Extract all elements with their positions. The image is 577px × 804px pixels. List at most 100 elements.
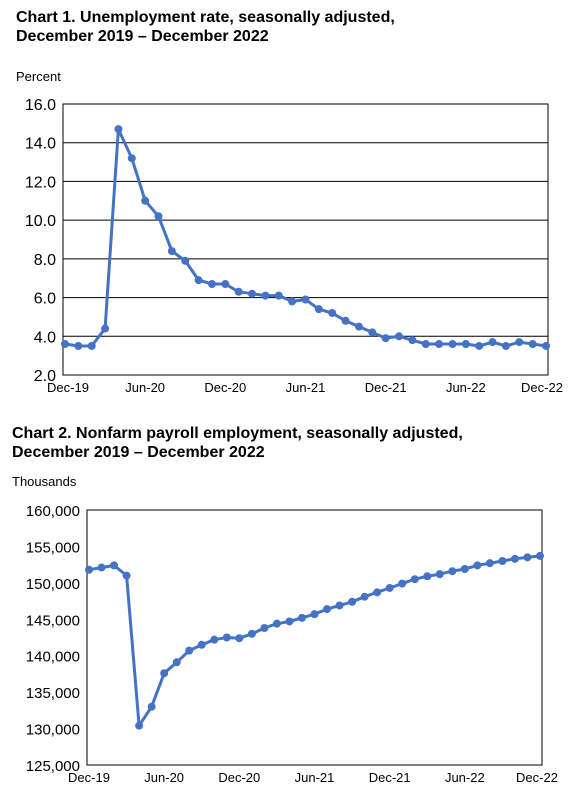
chart2-x-tick-label: Dec-19 [68,770,110,785]
chart1-data-point [501,341,510,350]
chart2-data-point [498,557,507,565]
chart1-y-tick-label: 10.0 [25,213,56,230]
chart2-series-line [88,554,541,728]
chart2-x-tick-label: Jun-22 [445,770,485,785]
chart2-data-point [510,554,519,563]
chart2-data-point [360,592,369,601]
chart1-data-point [301,295,310,304]
chart1-data-point [74,341,83,350]
chart2-x-tick-label: Jun-20 [144,770,184,785]
chart1-data-point [221,280,230,289]
chart2-data-point [348,597,357,606]
chart1-data-point [314,305,323,314]
chart1-data-point [515,338,524,347]
chart1-data-point [167,247,176,256]
chart2-data-point [473,561,482,570]
chart2-data-point [97,563,106,572]
chart1-data-point [261,291,270,300]
chart2-y-tick-label: 155,000 [26,539,80,556]
chart1-data-point [408,336,417,345]
chart1-title: Chart 1. Unemployment rate, seasonally a… [16,8,395,46]
chart2-data-point [210,635,219,644]
chart2-data-point [135,721,144,730]
chart1-y-tick-label: 6.0 [34,291,56,308]
chart1-data-point [395,332,404,341]
chart2-data-point [235,634,244,643]
chart1-data-point [181,256,190,265]
chart2-data-point [423,572,432,581]
chart2-data-point [335,601,344,610]
chart2-data-point [410,575,419,584]
chart1-plot-frame [62,103,549,376]
chart2-y-tick-label: 160,000 [26,503,80,520]
chart2-data-point [172,658,181,667]
chart1-x-tick-label: Jun-22 [446,380,486,395]
chart2-y-unit-label: Thousands [12,474,77,489]
chart2-data-point [373,588,382,597]
chart2-x-tick-label: Jun-21 [295,770,335,785]
chart2-title: Chart 2. Nonfarm payroll employment, sea… [12,424,463,462]
chart2-y-tick-label: 125,000 [26,758,80,775]
chart2-y-tick-label: 150,000 [26,576,80,593]
chart1-data-point [381,334,390,343]
chart1-data-point [127,154,136,163]
chart1-data-point [354,322,363,331]
chart2-title-line2: December 2019 – December 2022 [12,444,265,461]
chart1-x-tick-label: Dec-19 [47,380,89,395]
chart1-x-tick-label: Jun-20 [125,380,165,395]
chart1-x-tick-label: Dec-22 [521,380,563,395]
chart2-y-tick-label: 145,000 [26,612,80,629]
chart2-data-point [160,669,169,678]
chart1-data-point [274,291,283,300]
chart2-x-tick-label: Dec-22 [516,770,558,785]
chart2-x-tick-label: Dec-21 [369,770,411,785]
chart1-data-point [288,297,297,306]
chart2-title-line1: Chart 2. Nonfarm payroll employment, sea… [12,425,463,442]
chart2-data-point [197,640,206,649]
chart2-data-point [297,613,306,622]
chart1-y-tick-label: 14.0 [25,136,56,153]
chart1-x-tick-label: Dec-20 [204,380,246,395]
chart1-data-point [435,340,444,349]
chart2-data-point [448,567,457,576]
chart1-data-point [341,316,350,325]
chart1-data-point [194,276,203,285]
chart2-y-tick-label: 130,000 [26,722,80,739]
chart2-data-point [460,565,469,574]
chart2-data-point [147,702,156,711]
chart2-data-point [247,629,256,638]
chart1-data-point [542,341,550,350]
chart2-data-point [85,565,93,574]
chart2-data-point [260,624,269,633]
chart1-title-line1: Chart 1. Unemployment rate, seasonally a… [16,9,395,26]
chart2-data-point [285,617,294,626]
chart2-data-point [110,561,119,570]
chart2-plot-frame [86,509,543,766]
chart2-y-tick-label: 135,000 [26,685,80,702]
chart2-data-point [272,619,281,628]
chart1-data-point [461,340,470,349]
chart1-data-point [87,341,96,350]
chart2-data-point [485,559,494,568]
chart1-x-tick-label: Jun-21 [286,380,326,395]
chart1-data-point [114,125,123,134]
chart1-data-point [101,324,110,333]
chart2-data-point [222,633,231,642]
chart1-data-point [234,287,243,296]
chart1-y-tick-label: 2.0 [34,368,56,385]
chart2-data-point [435,570,444,579]
chart2-data-point [310,610,319,619]
chart1-data-point [421,340,430,349]
chart2-data-point [523,553,532,562]
chart1-data-point [61,340,69,349]
chart2-x-tick-label: Dec-20 [218,770,260,785]
chart1-data-point [328,309,337,318]
chart1-title-line2: December 2019 – December 2022 [16,28,269,45]
chart1-y-tick-label: 8.0 [34,252,56,269]
chart2-y-tick-label: 140,000 [26,649,80,666]
chart2-data-point [122,571,131,580]
chart1-data-point [207,280,216,289]
chart1-y-unit-label: Percent [16,69,61,84]
chart2-data-point [536,551,544,560]
